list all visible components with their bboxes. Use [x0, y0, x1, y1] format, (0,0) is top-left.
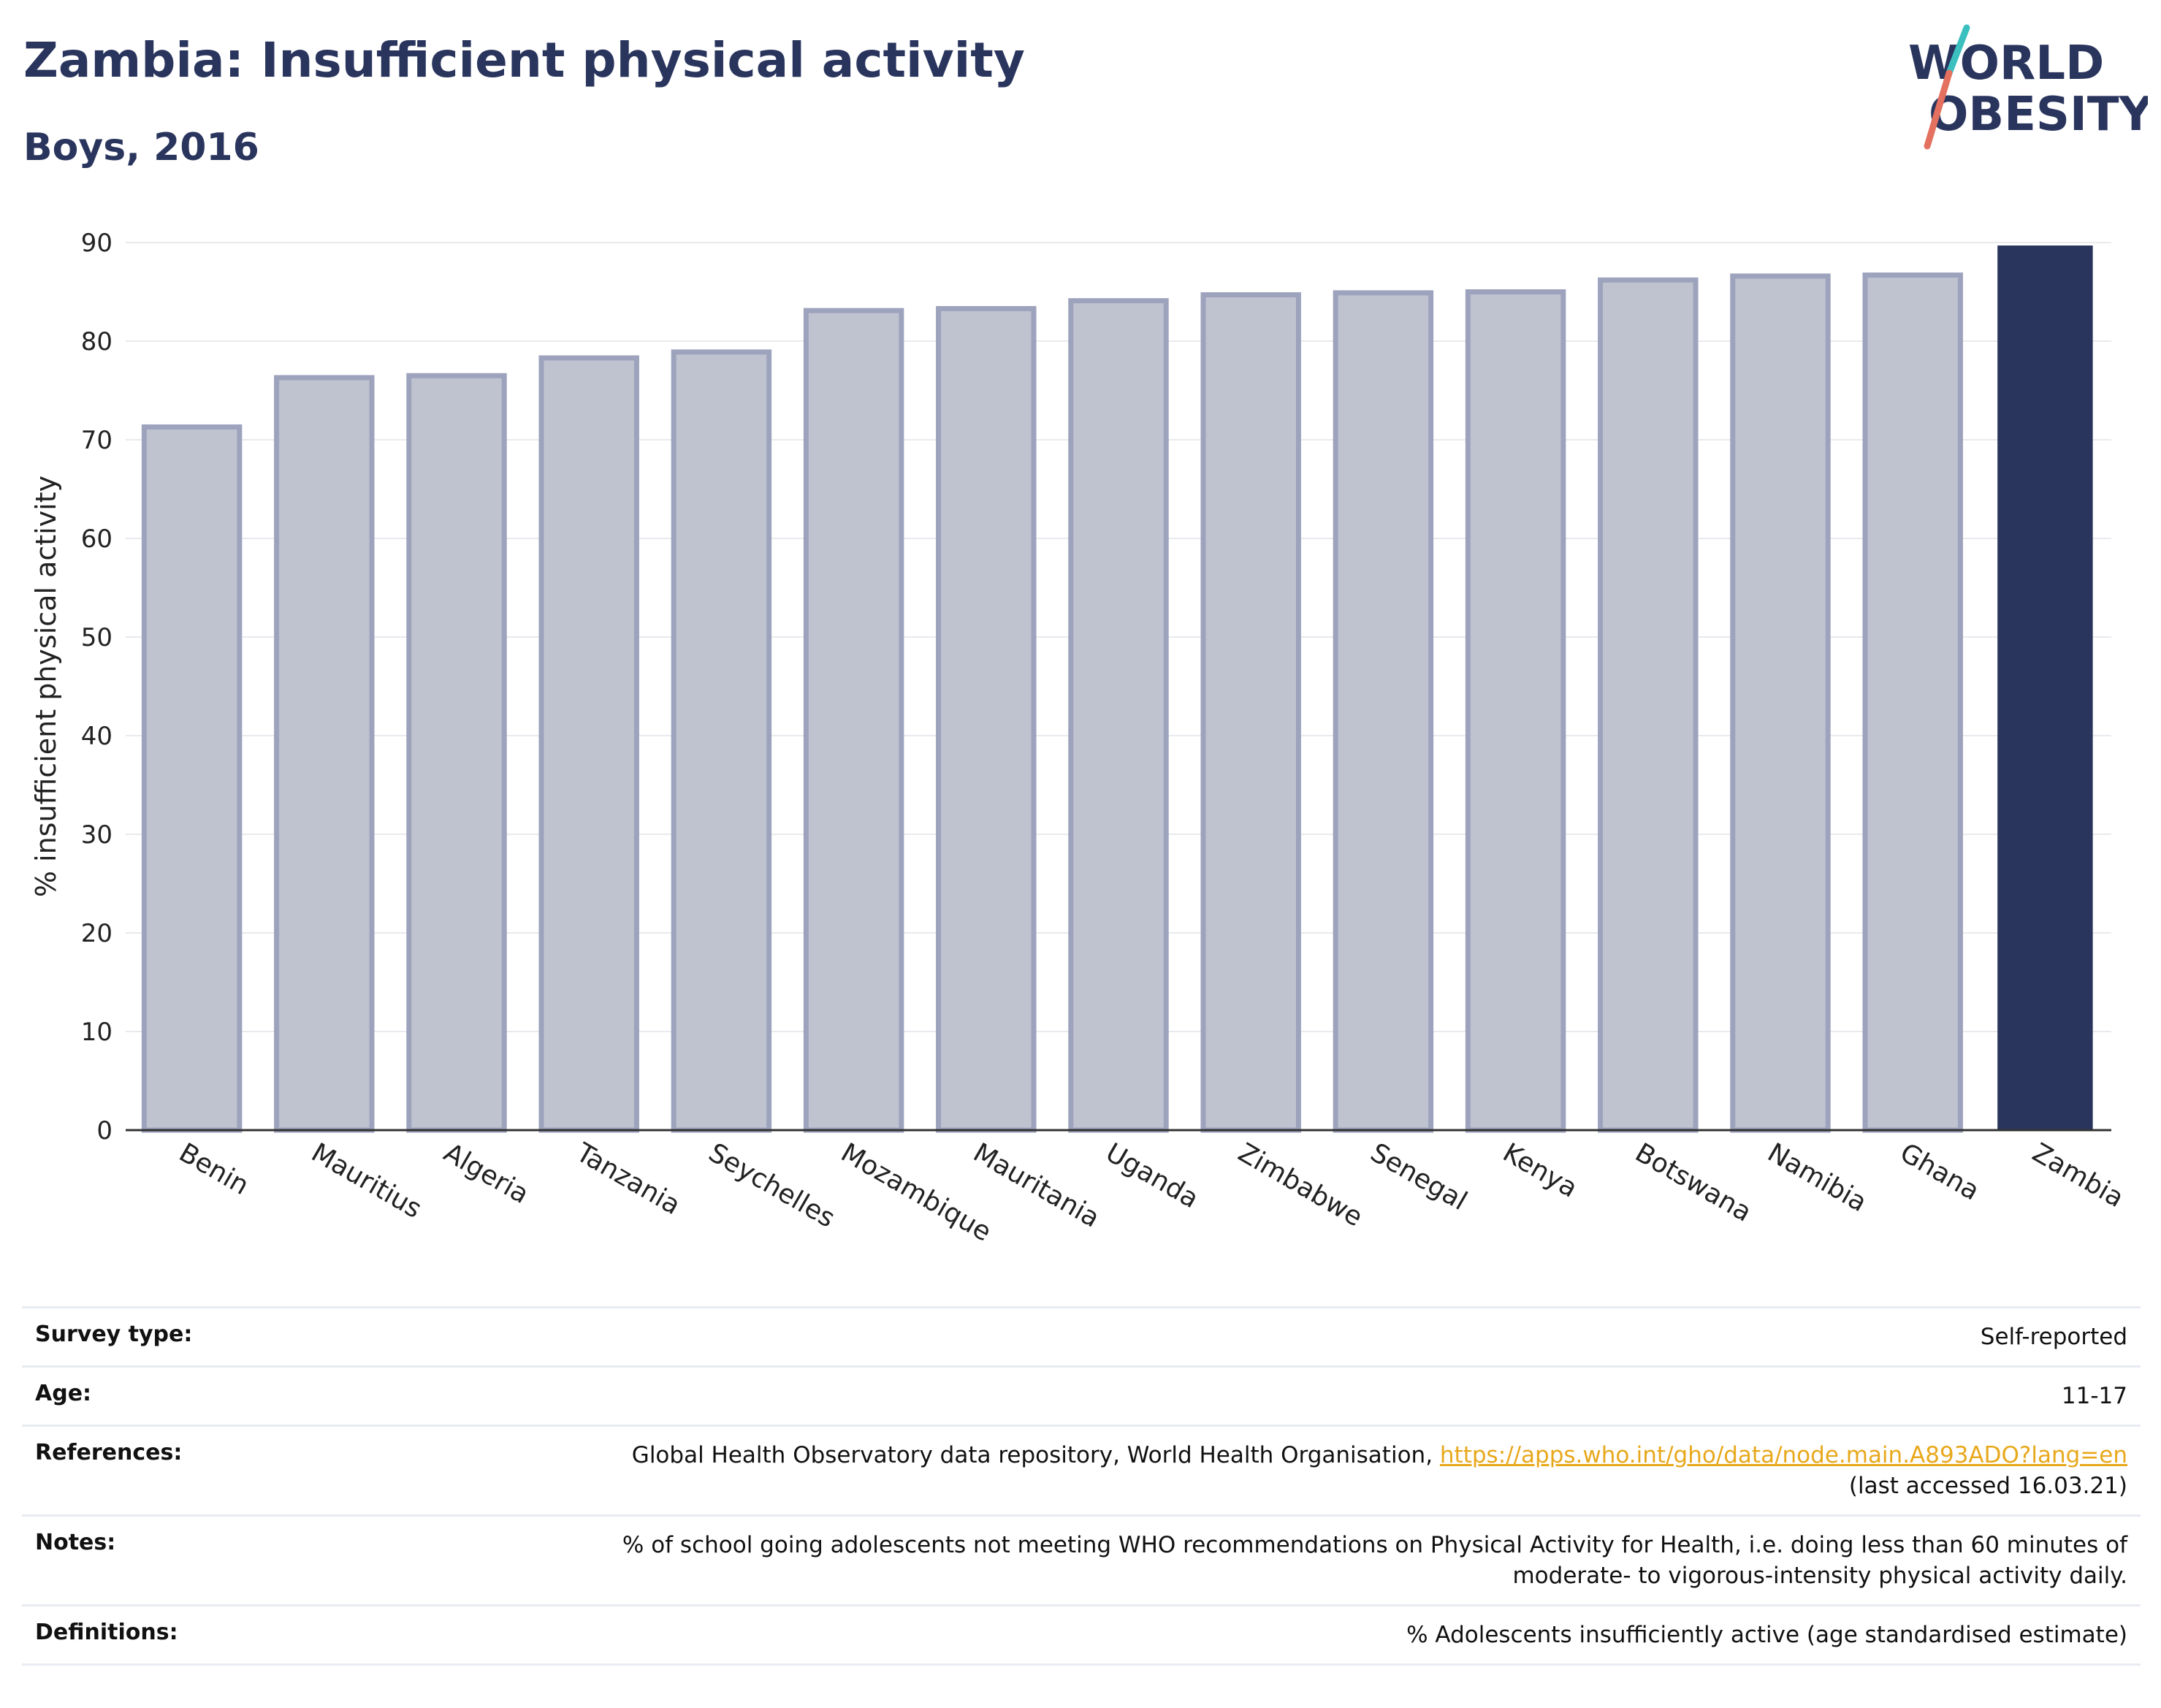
bar-algeria	[406, 373, 507, 1133]
bar-zambia	[1997, 245, 2093, 1130]
meta-value: Self-reported	[311, 1306, 2141, 1367]
x-tick-label: Uganda	[1101, 1137, 1204, 1214]
meta-value: Global Health Observatory data repositor…	[311, 1425, 2141, 1516]
meta-value: % Adolescents insufficiently active (age…	[311, 1604, 2141, 1666]
y-tick-label: 20	[81, 919, 113, 948]
x-tick-label: Benin	[174, 1137, 254, 1201]
x-tick-label: Botswana	[1630, 1137, 1756, 1227]
meta-row-references: References: Global Health Observatory da…	[22, 1425, 2141, 1516]
y-tick-label: 80	[81, 327, 113, 357]
world-obesity-logo: WORLD OBESITY	[1908, 24, 2148, 150]
meta-value: 11-17	[311, 1365, 2141, 1426]
notes-line1: % of school going adolescents not meetin…	[622, 1532, 2127, 1558]
bar-mozambique	[803, 308, 904, 1133]
bar-zimbabwe	[1200, 292, 1301, 1133]
bar-ghana	[1862, 272, 1963, 1133]
bar-mauritius	[274, 375, 375, 1133]
meta-label: Age:	[22, 1365, 311, 1426]
meta-value: % of school going adolescents not meetin…	[311, 1514, 2141, 1606]
meta-label: References:	[22, 1425, 311, 1516]
bar-seychelles	[671, 349, 772, 1133]
chart-title: Zambia: Insufficient physical activity	[23, 32, 1025, 88]
logo-slash-coral	[1924, 69, 1953, 150]
logo-slash-teal	[1945, 24, 1970, 77]
meta-row-notes: Notes: % of school going adolescents not…	[22, 1514, 2141, 1606]
meta-label: Notes:	[22, 1514, 311, 1606]
bar-senegal	[1333, 290, 1434, 1133]
y-tick-label: 40	[81, 722, 113, 751]
x-tick-label: Senegal	[1365, 1137, 1472, 1216]
bar-namibia	[1730, 273, 1831, 1133]
chart-subtitle: Boys, 2016	[23, 126, 259, 169]
meta-row-age: Age: 11-17	[22, 1365, 2141, 1426]
y-tick-label: 70	[81, 426, 113, 455]
y-tick-label: 0	[96, 1116, 113, 1145]
x-tick-label: Ghana	[1895, 1137, 1984, 1206]
y-axis-title: % insufficient physical activity	[30, 476, 62, 897]
reference-link[interactable]: https://apps.who.int/gho/data/node.main.…	[1439, 1442, 2127, 1468]
logo-line1: WORLD	[1908, 37, 2104, 91]
bar-uganda	[1068, 298, 1169, 1133]
logo-line2: OBESITY	[1929, 88, 2148, 142]
bar-mauritania	[936, 305, 1037, 1133]
y-tick-label: 60	[81, 525, 113, 554]
y-tick-label: 10	[81, 1018, 113, 1047]
x-tick-label: Namibia	[1763, 1137, 1872, 1218]
x-tick-label: Kenya	[1498, 1137, 1582, 1204]
x-tick-label: Zimbabwe	[1233, 1137, 1368, 1232]
bar-chart: 0 10 20 30 40 50 60 70 80 90 Benin Mauritius Algeria…	[30, 229, 2129, 1248]
x-tick-label: Tanzania	[571, 1137, 685, 1221]
bar-kenya	[1465, 289, 1566, 1133]
x-tick-label: Seychelles	[704, 1137, 840, 1233]
meta-label: Survey type:	[22, 1306, 311, 1367]
x-tick-label: Mauritius	[306, 1137, 427, 1224]
notes-line2: moderate- to vigorous-intensity physical…	[1512, 1563, 2127, 1589]
y-tick-label: 90	[81, 229, 113, 258]
x-tick-label: Algeria	[439, 1137, 534, 1210]
bar-benin	[141, 424, 243, 1133]
reference-text: Global Health Observatory data repositor…	[631, 1442, 1440, 1468]
bar-botswana	[1598, 277, 1699, 1133]
metadata-table: Survey type: Self-reported Age: 11-17 Re…	[22, 1306, 2141, 1666]
meta-row-definitions: Definitions: % Adolescents insufficientl…	[22, 1604, 2141, 1666]
y-tick-label: 30	[81, 820, 113, 850]
meta-row-survey-type: Survey type: Self-reported	[22, 1306, 2141, 1367]
meta-label: Definitions:	[22, 1604, 311, 1666]
x-tick-label: Mozambique	[836, 1137, 996, 1247]
x-tick-label: Zambia	[2027, 1137, 2129, 1213]
bar-tanzania	[538, 355, 639, 1133]
y-tick-label: 50	[81, 623, 113, 652]
reference-accessed: (last accessed 16.03.21)	[1848, 1473, 2127, 1499]
